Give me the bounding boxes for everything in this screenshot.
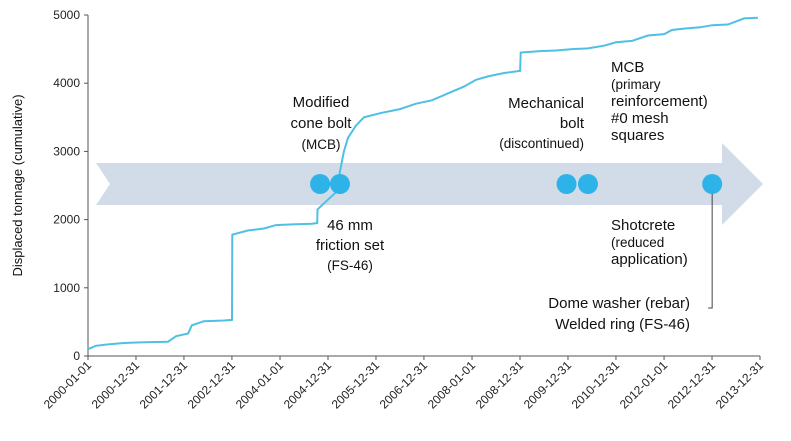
annotation-modified-cone-bolt-line: cone bolt (291, 115, 353, 132)
annotation-shotcrete-line: Shotcrete (611, 217, 675, 234)
annotation-mcb-primary-line: (primary (611, 77, 661, 92)
annotation-mcb-primary-line: squares (611, 127, 664, 144)
x-ticks: 2000-01-012000-12-312001-12-312002-12-31… (41, 356, 767, 412)
x-tick-label: 2004-01-01 (233, 358, 287, 412)
y-tick-label: 1000 (53, 281, 80, 295)
x-tick-label: 2002-12-31 (185, 358, 239, 412)
timeline-arrow-layer (96, 143, 763, 225)
annotation-mcb-primary-line: reinforcement) (611, 93, 708, 110)
x-tick-label: 2000-01-01 (41, 358, 95, 412)
x-tick-label: 2004-12-31 (281, 358, 335, 412)
annotation-friction-set: 46 mm friction set (FS-46) (316, 217, 385, 273)
y-tick-label: 4000 (53, 76, 80, 90)
x-tick-label: 2008-12-31 (473, 358, 527, 412)
x-tick-label: 2008-01-01 (425, 358, 479, 412)
timeline-marker-5 (702, 174, 723, 194)
y-tick-label: 0 (73, 349, 80, 363)
annotation-modified-cone-bolt-line: Modified (293, 94, 350, 111)
x-tick-label: 2009-12-31 (521, 358, 575, 412)
x-tick-label: 2006-12-31 (377, 358, 431, 412)
annotation-mcb-primary-line: MCB (611, 59, 644, 76)
annotation-mechanical-bolt-line: (discontinued) (499, 136, 584, 151)
annotation-layer: Modified cone bolt (MCB) 46 mm friction set (… (291, 59, 708, 333)
connector-layer (708, 192, 713, 309)
x-tick-label: 2012-01-01 (617, 358, 671, 412)
annotation-mechanical-bolt-line: bolt (560, 115, 585, 132)
timeline-marker-2 (329, 174, 350, 194)
x-tick-label: 2000-12-31 (89, 358, 143, 412)
annotation-friction-set-line: (FS-46) (327, 258, 373, 273)
x-tick-label: 2012-12-31 (665, 358, 719, 412)
annotation-mcb-primary: MCB (primary reinforcement) #0 mesh squares (611, 59, 708, 144)
annotation-dome-washer-line: Dome washer (rebar) (548, 295, 690, 312)
x-tick-label: 2013-12-31 (713, 358, 767, 412)
annotation-dome-washer-line: Welded ring (FS-46) (555, 316, 690, 333)
y-ticks: 0 1000 2000 3000 4000 5000 (53, 8, 88, 363)
y-tick-label: 5000 (53, 8, 80, 22)
y-axis-label: Displaced tonnage (cumulative) (10, 94, 25, 276)
annotation-mcb-primary-line: #0 mesh (611, 110, 669, 127)
x-tick-label: 2005-12-31 (329, 358, 383, 412)
cumulative-tonnage-line (87, 16, 758, 351)
timeline-arrow (96, 143, 763, 225)
annotation-dome-washer: Dome washer (rebar) Welded ring (FS-46) (548, 295, 690, 333)
annotation-friction-set-line: 46 mm (327, 217, 373, 234)
x-tick-label: 2010-12-31 (569, 358, 623, 412)
timeline-marker-3 (556, 174, 577, 194)
annotation-friction-set-line: friction set (316, 237, 385, 254)
y-tick-label: 2000 (53, 213, 80, 227)
annotation-mechanical-bolt-line: Mechanical (508, 95, 584, 112)
annotation-modified-cone-bolt: Modified cone bolt (MCB) (291, 94, 353, 152)
series-layer (87, 16, 758, 351)
marker-layer (310, 174, 723, 194)
annotation-mechanical-bolt: Mechanical bolt (discontinued) (499, 95, 585, 151)
timeline-marker-1 (310, 174, 331, 194)
timeline-marker-4 (577, 174, 598, 194)
dome-washer-connector (708, 192, 713, 309)
x-tick-label: 2001-12-31 (137, 358, 191, 412)
annotation-shotcrete: Shotcrete (reduced application) (611, 217, 688, 268)
y-tick-label: 3000 (53, 144, 80, 158)
annotation-shotcrete-line: (reduced (611, 235, 664, 250)
annotation-modified-cone-bolt-line: (MCB) (302, 137, 341, 152)
annotation-shotcrete-line: application) (611, 251, 688, 268)
